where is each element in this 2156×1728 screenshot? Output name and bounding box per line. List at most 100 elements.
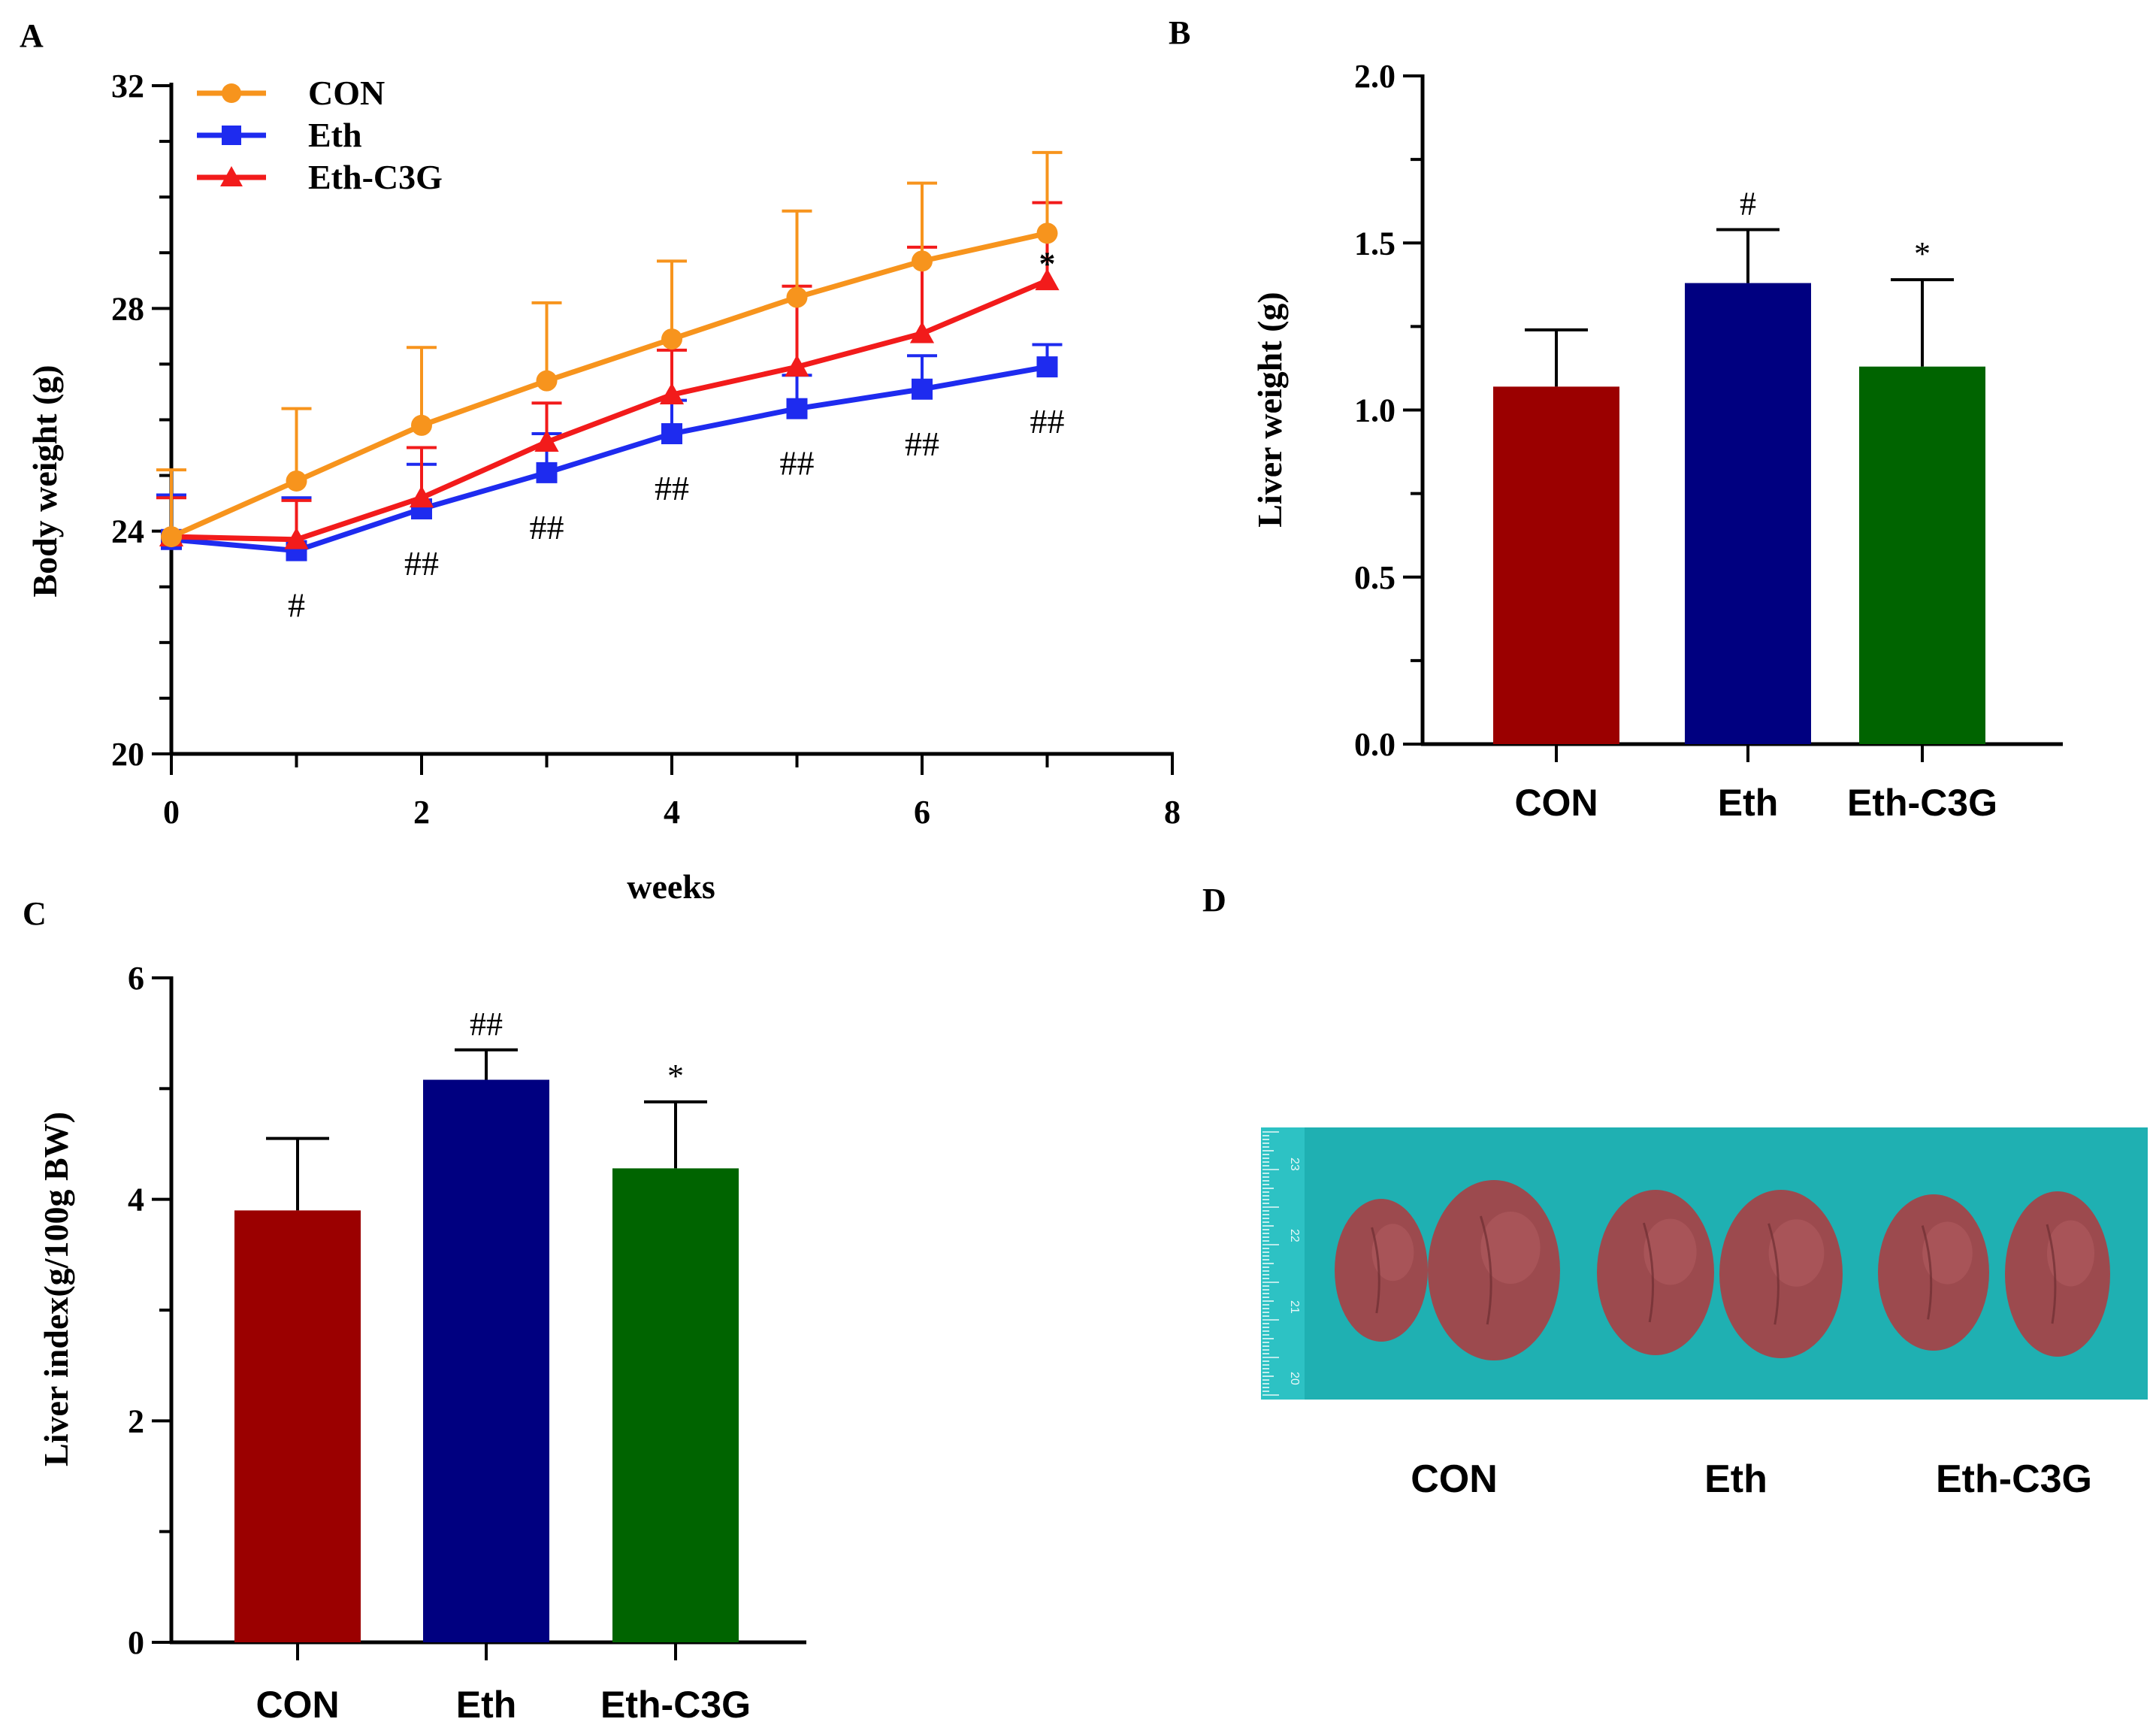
panel-a-legend-marker-eth-c3g — [220, 166, 243, 186]
panel-a-x-tick-label: 8 — [1164, 794, 1181, 831]
panel-a-y-tick-label: 32 — [111, 68, 144, 104]
panel-c-bar-con — [234, 1210, 361, 1642]
liver-fissure — [1479, 1215, 1492, 1325]
panel-c-category-label: Eth-C3G — [600, 1684, 751, 1726]
panel-a-point-con — [536, 370, 558, 392]
panel-a-point-eth — [536, 462, 558, 483]
panel-a-annotation-hash: ## — [655, 469, 689, 507]
panel-a-point-con — [661, 328, 682, 350]
ruler-label: 21 — [1288, 1300, 1301, 1314]
photo-livers — [1335, 1180, 2110, 1360]
liver-fissure — [1921, 1225, 1933, 1320]
panel-a-legend-label-eth-c3g: Eth-C3G — [308, 158, 443, 196]
panel-a-annotation-hash: ## — [905, 425, 939, 463]
panel-a-series-line-con — [170, 230, 1048, 540]
panel-b-liver-weight-chart: Liver weight (g) 0.0 0.5 1.0 1.5 2.0 CON Eth # E… — [1250, 58, 2063, 824]
panel-b-significance-label: # — [1740, 185, 1756, 222]
panel-a-legend-label-eth: Eth — [308, 116, 362, 154]
panel-c-y-tick-label: 0 — [128, 1624, 144, 1661]
panel-a-point-eth-c3g — [909, 321, 935, 343]
panel-a-x-tick-label: 0 — [163, 794, 180, 831]
panel-a-x-tick-label: 6 — [914, 794, 930, 831]
panel-a-point-eth-c3g — [785, 355, 809, 377]
photo-label-eth-c3g: Eth-C3G — [1936, 1457, 2092, 1501]
panel-a-annotation-hash: ## — [780, 444, 815, 483]
liver-fissure — [2046, 1224, 2057, 1324]
panel-b-y-tick-label: 1.0 — [1354, 392, 1396, 429]
panel-c-y-tick-label: 2 — [128, 1403, 144, 1439]
ruler-label: 23 — [1288, 1158, 1301, 1171]
ruler-label: 20 — [1288, 1372, 1301, 1385]
photo-label-eth: Eth — [1704, 1457, 1767, 1501]
panel-a-point-con — [286, 470, 307, 492]
panel-a-point-con — [1036, 222, 1058, 244]
panel-a-annotation-hash: ## — [530, 508, 564, 546]
liver-highlight — [1643, 1218, 1697, 1285]
panel-b-category-label: Eth — [1718, 782, 1779, 824]
panel-c-category-label: CON — [256, 1684, 339, 1726]
liver-highlight — [1480, 1212, 1541, 1284]
panel-b-significance-label: * — [1914, 235, 1931, 272]
panel-c-y-tick-label: 4 — [128, 1182, 144, 1218]
panel-b-y-tick-label: 0.0 — [1354, 726, 1396, 763]
photo-label-con: CON — [1411, 1457, 1498, 1501]
panel-a-ylabel: Body weight (g) — [26, 365, 64, 597]
panel-a-legend-label-con: CON — [308, 74, 385, 112]
panel-b-category-label: Eth-C3G — [1847, 782, 1997, 824]
panel-b-bar-eth — [1685, 283, 1811, 745]
panel-b-category-label: CON — [1514, 782, 1598, 824]
panel-a-point-con — [161, 526, 182, 548]
panel-c-y-tick-label: 6 — [128, 960, 144, 997]
panel-a-annotation-hash: ## — [404, 544, 439, 583]
panel-a-xlabel: weeks — [627, 867, 715, 906]
panel-a-annotation-hash: ## — [1030, 402, 1065, 440]
panel-a-annotation-star: * — [1039, 245, 1056, 282]
panel-a-point-eth — [661, 423, 682, 445]
panel-a-point-eth — [1036, 356, 1058, 378]
panel-c-significance-label: * — [667, 1058, 684, 1094]
panel-a-point-eth — [912, 378, 933, 400]
panel-c-bar-eth — [423, 1079, 549, 1642]
panel-d-liver-photo: 23 22 21 20 CON Eth Eth-C3G — [1261, 1127, 2148, 1501]
panel-a-x-tick-label: 4 — [664, 794, 680, 831]
panel-a-y-tick-label: 20 — [111, 736, 144, 773]
panel-c-category-label: Eth — [456, 1684, 517, 1726]
liver-highlight — [1768, 1219, 1825, 1287]
panel-a-point-eth-c3g — [284, 527, 309, 549]
photo-ruler: 23 22 21 20 — [1261, 1127, 1305, 1400]
panel-a-point-con — [912, 250, 933, 272]
panel-b-y-tick-label: 0.5 — [1354, 559, 1396, 596]
panel-a-legend-marker-con — [222, 83, 241, 103]
panel-label-c: C — [23, 895, 47, 932]
panel-c-ylabel: Liver index(g/100g BW) — [37, 1112, 75, 1466]
panel-b-ylabel: Liver weight (g) — [1250, 292, 1289, 527]
panel-b-y-tick-label: 2.0 — [1354, 58, 1396, 95]
liver-highlight — [2047, 1220, 2094, 1287]
panel-b-y-tick-label: 1.5 — [1354, 225, 1396, 262]
panel-a-series-line-eth — [171, 364, 1048, 554]
panel-a-series-line-eth-c3g — [171, 278, 1048, 543]
panel-b-bar-eth-c3g — [1859, 366, 1985, 744]
liver-fissure — [1767, 1223, 1780, 1325]
panel-c-liver-index-chart: Liver index(g/100g BW) 0 2 4 6 CON Eth ## Eth-C… — [37, 960, 806, 1726]
panel-a-point-eth-c3g — [659, 383, 685, 405]
liver-highlight — [1922, 1221, 1973, 1285]
panel-label-a: A — [20, 17, 44, 54]
panel-label-d: D — [1202, 882, 1226, 918]
panel-a-x-tick-label: 2 — [413, 794, 430, 831]
panel-label-b: B — [1169, 14, 1190, 51]
panel-a-point-eth — [786, 398, 808, 419]
panel-c-bar-eth-c3g — [612, 1168, 739, 1642]
panel-a-point-con — [786, 286, 808, 308]
liver-fissure — [1642, 1222, 1655, 1323]
panel-a-point-con — [411, 414, 432, 436]
panel-a-y-tick-label: 28 — [111, 290, 144, 327]
liver-highlight — [1371, 1224, 1414, 1282]
panel-c-significance-label: ## — [470, 1006, 503, 1043]
ruler-label: 22 — [1288, 1229, 1301, 1242]
panel-a-point-eth-c3g — [409, 486, 434, 508]
panel-b-bar-con — [1493, 386, 1619, 744]
